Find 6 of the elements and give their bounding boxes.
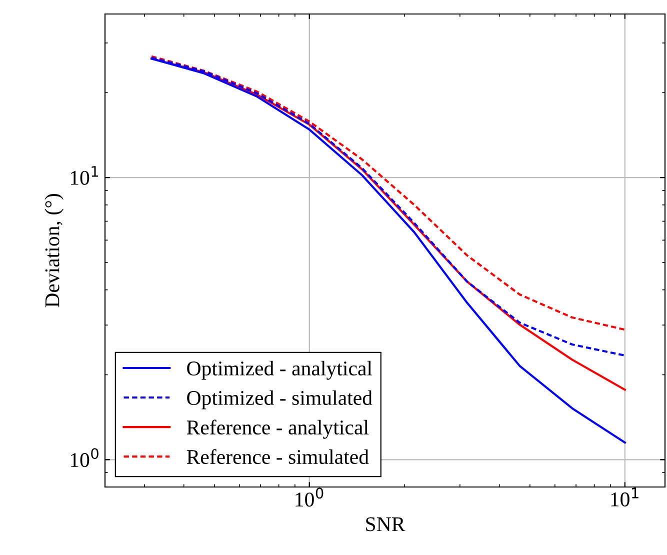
x-axis-title: SNR <box>366 517 406 532</box>
legend-label: Optimized - analytical <box>187 360 372 380</box>
legend-label: Optimized - simulated <box>187 390 372 410</box>
y-axis-title: Deviation, (°) <box>44 194 64 308</box>
legend-label: Reference - analytical <box>186 420 369 439</box>
legend-label: Reference - simulated <box>186 449 369 464</box>
